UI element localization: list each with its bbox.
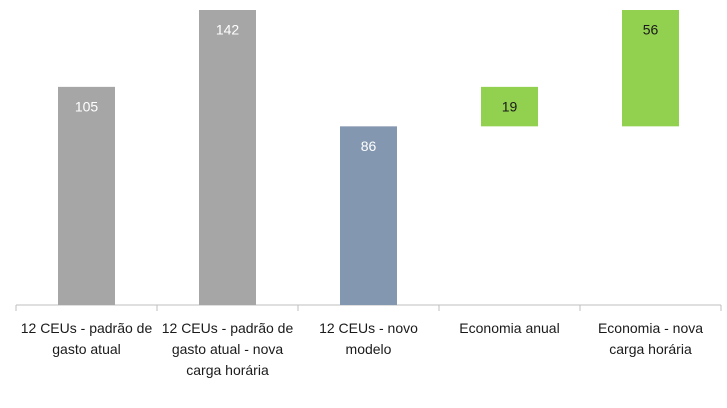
x-tick-label: Economia anual [459, 320, 560, 336]
bar [58, 86, 115, 305]
value-label: 86 [361, 138, 377, 154]
value-label: 56 [643, 22, 659, 38]
x-tick-label: 12 CEUs - padrão de gasto atual - nova c… [161, 320, 294, 378]
bar [340, 126, 397, 305]
value-label: 105 [75, 99, 99, 115]
value-label: 19 [502, 99, 518, 115]
value-label: 142 [216, 22, 240, 38]
bar [199, 10, 256, 305]
x-tick-label: 12 CEUs - padrão de gasto atual [20, 320, 153, 357]
bar [481, 86, 538, 127]
x-tick-label: Economia - nova carga horária [597, 320, 704, 357]
bar [622, 10, 679, 127]
x-tick-label: 12 CEUs - novo modelo [319, 320, 418, 357]
